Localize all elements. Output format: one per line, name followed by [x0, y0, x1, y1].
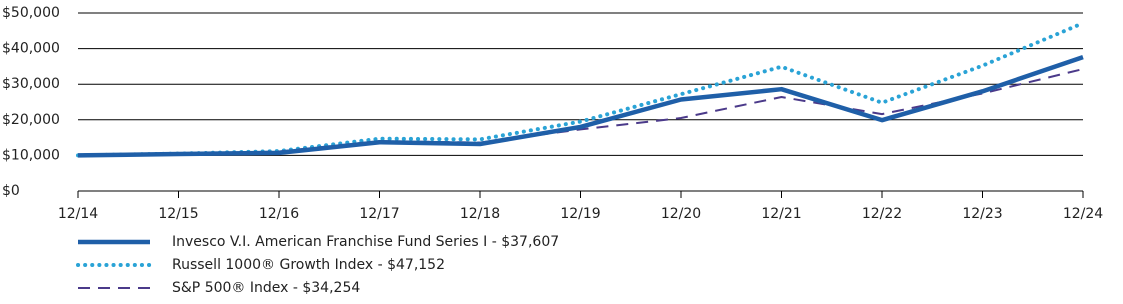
- x-tick-label: 12/18: [460, 206, 500, 222]
- y-tick-label: $10,000: [2, 147, 60, 163]
- x-tick-label: 12/15: [158, 206, 198, 222]
- legend-label: S&P 500® Index - $34,254: [172, 280, 360, 296]
- x-tick-label: 12/24: [1063, 206, 1103, 222]
- x-tick-label: 12/17: [359, 206, 399, 222]
- series-line: [76, 21, 1085, 158]
- x-tick-label: 12/19: [560, 206, 600, 222]
- x-tick-label: 12/22: [862, 206, 902, 222]
- y-tick-label: $40,000: [2, 41, 60, 57]
- x-tick-label: 12/20: [661, 206, 701, 222]
- legend-label: Russell 1000® Growth Index - $47,152: [172, 257, 445, 273]
- series-line: [77, 54, 1084, 158]
- legend-label: Invesco V.I. American Franchise Fund Ser…: [172, 234, 559, 250]
- y-tick-label: $20,000: [2, 112, 60, 128]
- y-tick-label: $30,000: [2, 76, 60, 92]
- x-tick-label: 12/14: [58, 206, 98, 222]
- x-tick-label: 12/23: [962, 206, 1002, 222]
- series-line: [77, 68, 1084, 157]
- x-tick-label: 12/16: [259, 206, 299, 222]
- y-tick-label: $50,000: [2, 5, 60, 21]
- y-tick-label: $0: [2, 183, 20, 199]
- x-tick-label: 12/21: [761, 206, 801, 222]
